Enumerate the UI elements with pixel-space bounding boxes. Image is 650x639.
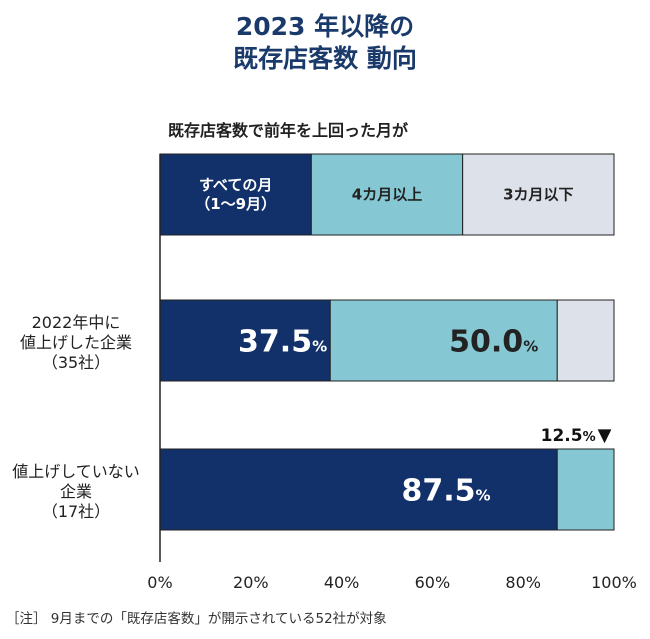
legend-label-3: 3カ月以下 xyxy=(503,186,573,204)
category-label-2: 値上げしていない 企業 （17社） xyxy=(0,462,152,522)
chart-title-line-1: 2023 年以降の xyxy=(235,12,415,41)
callout-marker: ▼ xyxy=(598,425,612,446)
category-label-1: 2022年中に 値上げした企業 （35社） xyxy=(0,313,152,373)
category-label-1-line-3: （35社） xyxy=(41,353,111,372)
bar-2-segment-1-label: 87.5% xyxy=(401,474,490,509)
legend-swatch-3 xyxy=(462,153,615,236)
category-label-2-line-3: （17社） xyxy=(41,502,111,521)
x-tick-label-1: 0% xyxy=(147,573,172,592)
bar-1-segment-1-label: 37.5% xyxy=(238,325,327,360)
bar-2-segment-1 xyxy=(159,448,558,531)
x-tick-label-2: 20% xyxy=(233,573,269,592)
bar-2-segment-2 xyxy=(556,448,615,531)
bar-1-segment-3 xyxy=(556,299,615,382)
bar-1-segment-1 xyxy=(159,299,331,382)
legend-label-2: 4カ月以上 xyxy=(352,186,422,204)
bar-1-segment-2 xyxy=(329,299,558,382)
footnote: ［注］ 9月までの「既存店客数」が開示されている52社が対象 xyxy=(6,611,387,627)
bar-1-segment-2-label: 50.0% xyxy=(449,325,538,360)
legend-title: 既存店客数で前年を上回った月が xyxy=(168,121,409,140)
legend-label-1: すべての月（1〜9月） xyxy=(195,176,276,213)
x-tick-label-4: 60% xyxy=(415,573,451,592)
legend-swatch-2 xyxy=(310,153,464,236)
category-label-1-line-2: 値上げした企業 xyxy=(19,333,132,352)
category-label-1-line-1: 2022年中に xyxy=(31,313,121,332)
chart-title-line-2: 既存店客数 動向 xyxy=(233,44,417,73)
x-tick-label-3: 40% xyxy=(324,573,360,592)
category-label-2-line-1: 値上げしていない xyxy=(12,462,140,481)
callout-label: 12.5% xyxy=(541,426,596,446)
x-tick-label-6: 100% xyxy=(591,573,637,592)
category-label-2-line-2: 企業 xyxy=(59,482,92,501)
x-tick-label-5: 80% xyxy=(505,573,541,592)
legend-swatch-1 xyxy=(159,153,312,236)
